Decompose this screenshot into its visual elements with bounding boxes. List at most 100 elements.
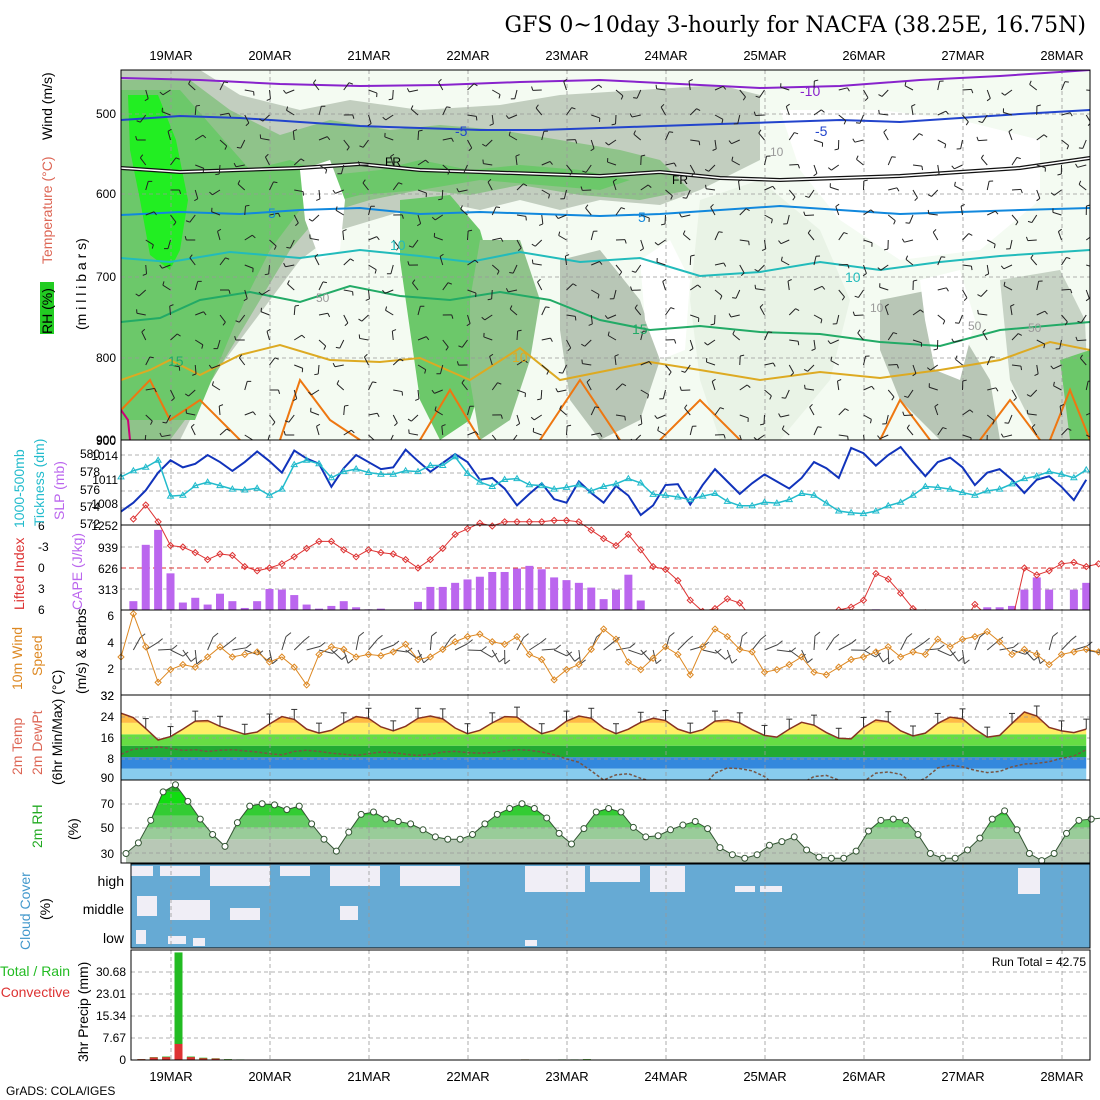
li-point [439, 544, 447, 553]
thickness-point [1032, 472, 1041, 479]
label-cloud-pct: (%) [37, 898, 53, 920]
wind-point [934, 635, 942, 643]
wind-point [401, 640, 410, 648]
cape-bar [1020, 589, 1029, 610]
rh-tick-70: 70 [101, 797, 115, 811]
rh-point [1025, 850, 1033, 858]
date-top: 20MAR [248, 48, 291, 63]
rh-point [642, 833, 650, 841]
wind-point [340, 645, 348, 654]
date-top: 24MAR [644, 48, 687, 63]
li-point [179, 543, 187, 551]
thickness-point [525, 480, 534, 488]
thickness-point [463, 469, 472, 476]
thickness-series [120, 455, 1087, 515]
wind-point [748, 648, 756, 656]
cloud-clear-blocks [131, 866, 1040, 946]
label-15-a: 15 [168, 353, 184, 369]
precip-total-bar [174, 952, 183, 1060]
thickness-point [302, 456, 311, 463]
date-bottom: 21MAR [347, 1069, 390, 1084]
cape-bar [1045, 589, 1054, 610]
temp-tick-bottom: 90 [101, 771, 115, 785]
thickness-point [599, 482, 608, 489]
precip-conv-bar [199, 1058, 208, 1060]
thickness-point [983, 486, 992, 494]
rh-point [865, 827, 872, 835]
thickness-point [364, 468, 373, 475]
wind-point [637, 665, 645, 674]
precip-grid [131, 950, 1090, 1060]
thickness-background [121, 440, 1090, 525]
li-point [290, 553, 298, 561]
wind-tick-bottom: 32 [101, 689, 115, 703]
rh-point [605, 804, 613, 812]
thickness-point [896, 498, 905, 505]
tick-900: 900 [96, 434, 116, 448]
thickness-point [847, 508, 856, 516]
thickness-panel: 900 580 578 576 574 572 1014 1011 1008 1… [11, 433, 1091, 533]
cape-bar [624, 574, 633, 610]
li-point [550, 516, 558, 525]
li-point [859, 596, 868, 604]
wind-point [859, 653, 868, 661]
cape-bar [315, 608, 323, 610]
thickness-point [513, 474, 521, 482]
rh-point [394, 818, 402, 825]
label-50-b: 50 [1028, 321, 1042, 335]
cape-bar [240, 607, 249, 610]
rh-point [469, 831, 476, 839]
rh-point [320, 835, 328, 843]
precip-frame [130, 949, 1091, 1061]
thickness-point [1008, 479, 1016, 487]
thickness-point [228, 485, 237, 492]
thickness-point [859, 509, 868, 517]
rh-point [852, 847, 860, 855]
thickness-point [1069, 473, 1078, 481]
label-minus10: -10 [800, 83, 820, 99]
wind-point [389, 648, 397, 656]
date-top: 28MAR [1040, 48, 1083, 63]
thickness-point [698, 492, 707, 499]
thickness-point [376, 470, 385, 477]
cape-bar [463, 579, 472, 610]
rh-point [976, 834, 984, 842]
temp-tick-16: 16 [101, 731, 115, 745]
cloud-level-middle: middle [83, 901, 124, 917]
wind-point [538, 655, 546, 664]
cape-bar [1032, 577, 1041, 610]
wind-point [760, 668, 769, 676]
thickness-point [970, 491, 979, 498]
cape-tick-626: 626 [98, 562, 118, 576]
wind-point [847, 655, 855, 664]
li-point [315, 537, 323, 546]
wind-point [1020, 645, 1029, 654]
thickness-point [500, 475, 509, 482]
date-top: 19MAR [149, 48, 192, 63]
cloud-level-low: low [103, 930, 125, 946]
wind-tick-2: 2 [107, 662, 114, 676]
thickness-point [785, 495, 794, 503]
wind-point [550, 676, 558, 684]
rh2m-panel: 70 50 30 2m RH (%) [29, 779, 1100, 865]
thickness-point [772, 499, 781, 506]
wind-point [216, 643, 224, 651]
rh-point [370, 808, 377, 816]
tick-900-bottom: 900 [96, 433, 116, 447]
date-bottom: 20MAR [248, 1069, 291, 1084]
cape-bar [599, 599, 608, 610]
thickness-point [401, 466, 410, 474]
precip-conv-bar [149, 1057, 158, 1060]
slp-tick-1008: 1008 [91, 497, 118, 511]
dates-bottom: 19MAR 20MAR 21MAR 22MAR 23MAR 24MAR 25MAR 26MAR… [149, 1069, 1083, 1084]
label-thickness: 1000-500mb [11, 449, 27, 528]
wind-point [327, 643, 336, 651]
li-point [203, 555, 212, 564]
thickness-point [352, 465, 361, 472]
rh-point [543, 814, 551, 822]
date-top: 26MAR [842, 48, 885, 63]
li-point [166, 541, 175, 550]
wind-point [872, 648, 880, 656]
thickness-point [154, 456, 163, 463]
